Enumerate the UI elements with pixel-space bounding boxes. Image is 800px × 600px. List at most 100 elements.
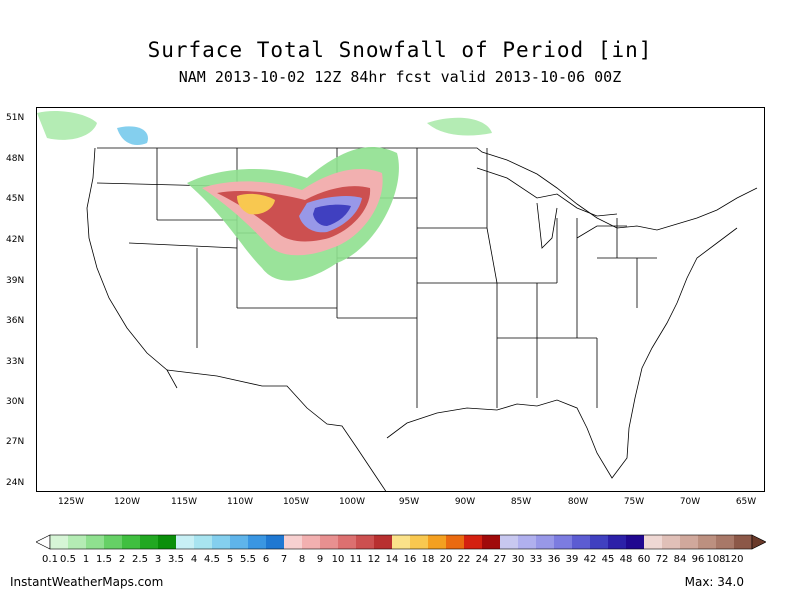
lat-label: 33N <box>6 357 25 367</box>
colorbar-swatch <box>554 535 573 549</box>
colorbar-swatch <box>698 535 717 549</box>
colorbar-tick-label: 60 <box>637 554 651 565</box>
colorbar <box>36 534 766 550</box>
colorbar-swatch <box>176 535 195 549</box>
colorbar-swatch <box>662 535 681 549</box>
colorbar-swatch <box>536 535 555 549</box>
colorbar-tick-label: 72 <box>655 554 669 565</box>
colorbar-tick-label: 36 <box>547 554 561 565</box>
colorbar-swatch <box>734 535 753 549</box>
lat-label: 27N <box>6 437 25 447</box>
lat-label: 36N <box>6 316 25 326</box>
colorbar-swatch <box>212 535 231 549</box>
colorbar-swatch <box>140 535 159 549</box>
lon-label: 75W <box>623 497 645 507</box>
lon-label: 120W <box>113 497 141 507</box>
colorbar-tick-label: 16 <box>403 554 417 565</box>
colorbar-tick-label: 14 <box>385 554 399 565</box>
colorbar-swatch <box>626 535 645 549</box>
colorbar-swatch <box>86 535 105 549</box>
colorbar-swatch <box>644 535 663 549</box>
colorbar-tick-label: 4.5 <box>204 554 220 565</box>
colorbar-swatch <box>464 535 483 549</box>
colorbar-swatch <box>716 535 735 549</box>
colorbar-tick-label: 4 <box>190 554 198 565</box>
colorbar-swatch <box>248 535 267 549</box>
colorbar-tick-label: 20 <box>439 554 453 565</box>
colorbar-swatch <box>518 535 537 549</box>
colorbar-tick-label: 12 <box>367 554 381 565</box>
colorbar-over-arrow <box>751 534 766 550</box>
geographic-outlines <box>86 147 758 491</box>
colorbar-tick-label: 5.5 <box>240 554 256 565</box>
colorbar-tick-label: 24 <box>475 554 489 565</box>
colorbar-tick-label: 42 <box>583 554 597 565</box>
colorbar-tick-label: 84 <box>673 554 687 565</box>
lon-label: 110W <box>226 497 254 507</box>
snowfall-field <box>37 111 492 281</box>
colorbar-under-arrow <box>36 534 51 550</box>
lon-label: 65W <box>735 497 757 507</box>
colorbar-tick-label: 1 <box>82 554 90 565</box>
lon-label: 80W <box>567 497 589 507</box>
colorbar-swatch <box>122 535 141 549</box>
lon-label: 85W <box>510 497 532 507</box>
colorbar-tick-label: 3 <box>154 554 162 565</box>
colorbar-tick-label: 27 <box>493 554 507 565</box>
site-credit: InstantWeatherMaps.com <box>10 575 164 589</box>
colorbar-tick-label: 3.5 <box>168 554 184 565</box>
colorbar-swatch <box>392 535 411 549</box>
colorbar-swatch <box>410 535 429 549</box>
colorbar-tick-label: 5 <box>226 554 234 565</box>
colorbar-swatch <box>356 535 375 549</box>
colorbar-tick-label: 11 <box>349 554 363 565</box>
colorbar-tick-label: 0.5 <box>60 554 76 565</box>
lon-label: 115W <box>170 497 198 507</box>
colorbar-tick-label: 33 <box>529 554 543 565</box>
colorbar-tick-label: 108 <box>706 554 726 565</box>
colorbar-swatch <box>302 535 321 549</box>
colorbar-swatch <box>230 535 249 549</box>
map-panel <box>36 107 765 492</box>
colorbar-swatch <box>590 535 609 549</box>
colorbar-tick-label: 6 <box>262 554 270 565</box>
colorbar-tick-label: 2 <box>118 554 126 565</box>
colorbar-tick-label: 18 <box>421 554 435 565</box>
lat-label: 39N <box>6 276 25 286</box>
colorbar-tick-label: 39 <box>565 554 579 565</box>
colorbar-tick-label: 7 <box>280 554 288 565</box>
colorbar-swatch <box>338 535 357 549</box>
map-title: Surface Total Snowfall of Period [in] <box>147 38 653 62</box>
colorbar-swatch <box>428 535 447 549</box>
colorbar-swatch <box>158 535 177 549</box>
map-canvas <box>37 111 758 491</box>
colorbar-swatch <box>572 535 591 549</box>
max-value: Max: 34.0 <box>684 575 744 589</box>
colorbar-tick-label: 1.5 <box>96 554 112 565</box>
lat-label: 51N <box>6 113 25 123</box>
colorbar-swatch <box>320 535 339 549</box>
colorbar-tick-label: 48 <box>619 554 633 565</box>
lon-label: 90W <box>454 497 476 507</box>
colorbar-tick-label: 9 <box>316 554 324 565</box>
colorbar-swatch <box>104 535 123 549</box>
colorbar-tick-label: 0.1 <box>42 554 58 565</box>
lat-label: 45N <box>6 194 25 204</box>
colorbar-tick-label: 30 <box>511 554 525 565</box>
lon-label: 95W <box>398 497 420 507</box>
colorbar-swatch <box>284 535 303 549</box>
colorbar-tick-label: 96 <box>691 554 705 565</box>
lon-label: 125W <box>57 497 85 507</box>
lon-label: 105W <box>282 497 310 507</box>
colorbar-swatch <box>680 535 699 549</box>
map-subtitle: NAM 2013-10-02 12Z 84hr fcst valid 2013-… <box>178 68 622 86</box>
lat-label: 24N <box>6 478 25 488</box>
colorbar-tick-label: 2.5 <box>132 554 148 565</box>
colorbar-swatch <box>446 535 465 549</box>
lon-label: 100W <box>338 497 366 507</box>
colorbar-swatch <box>266 535 285 549</box>
colorbar-swatch <box>194 535 213 549</box>
lat-label: 30N <box>6 397 25 407</box>
colorbar-tick-label: 22 <box>457 554 471 565</box>
colorbar-swatch <box>500 535 519 549</box>
